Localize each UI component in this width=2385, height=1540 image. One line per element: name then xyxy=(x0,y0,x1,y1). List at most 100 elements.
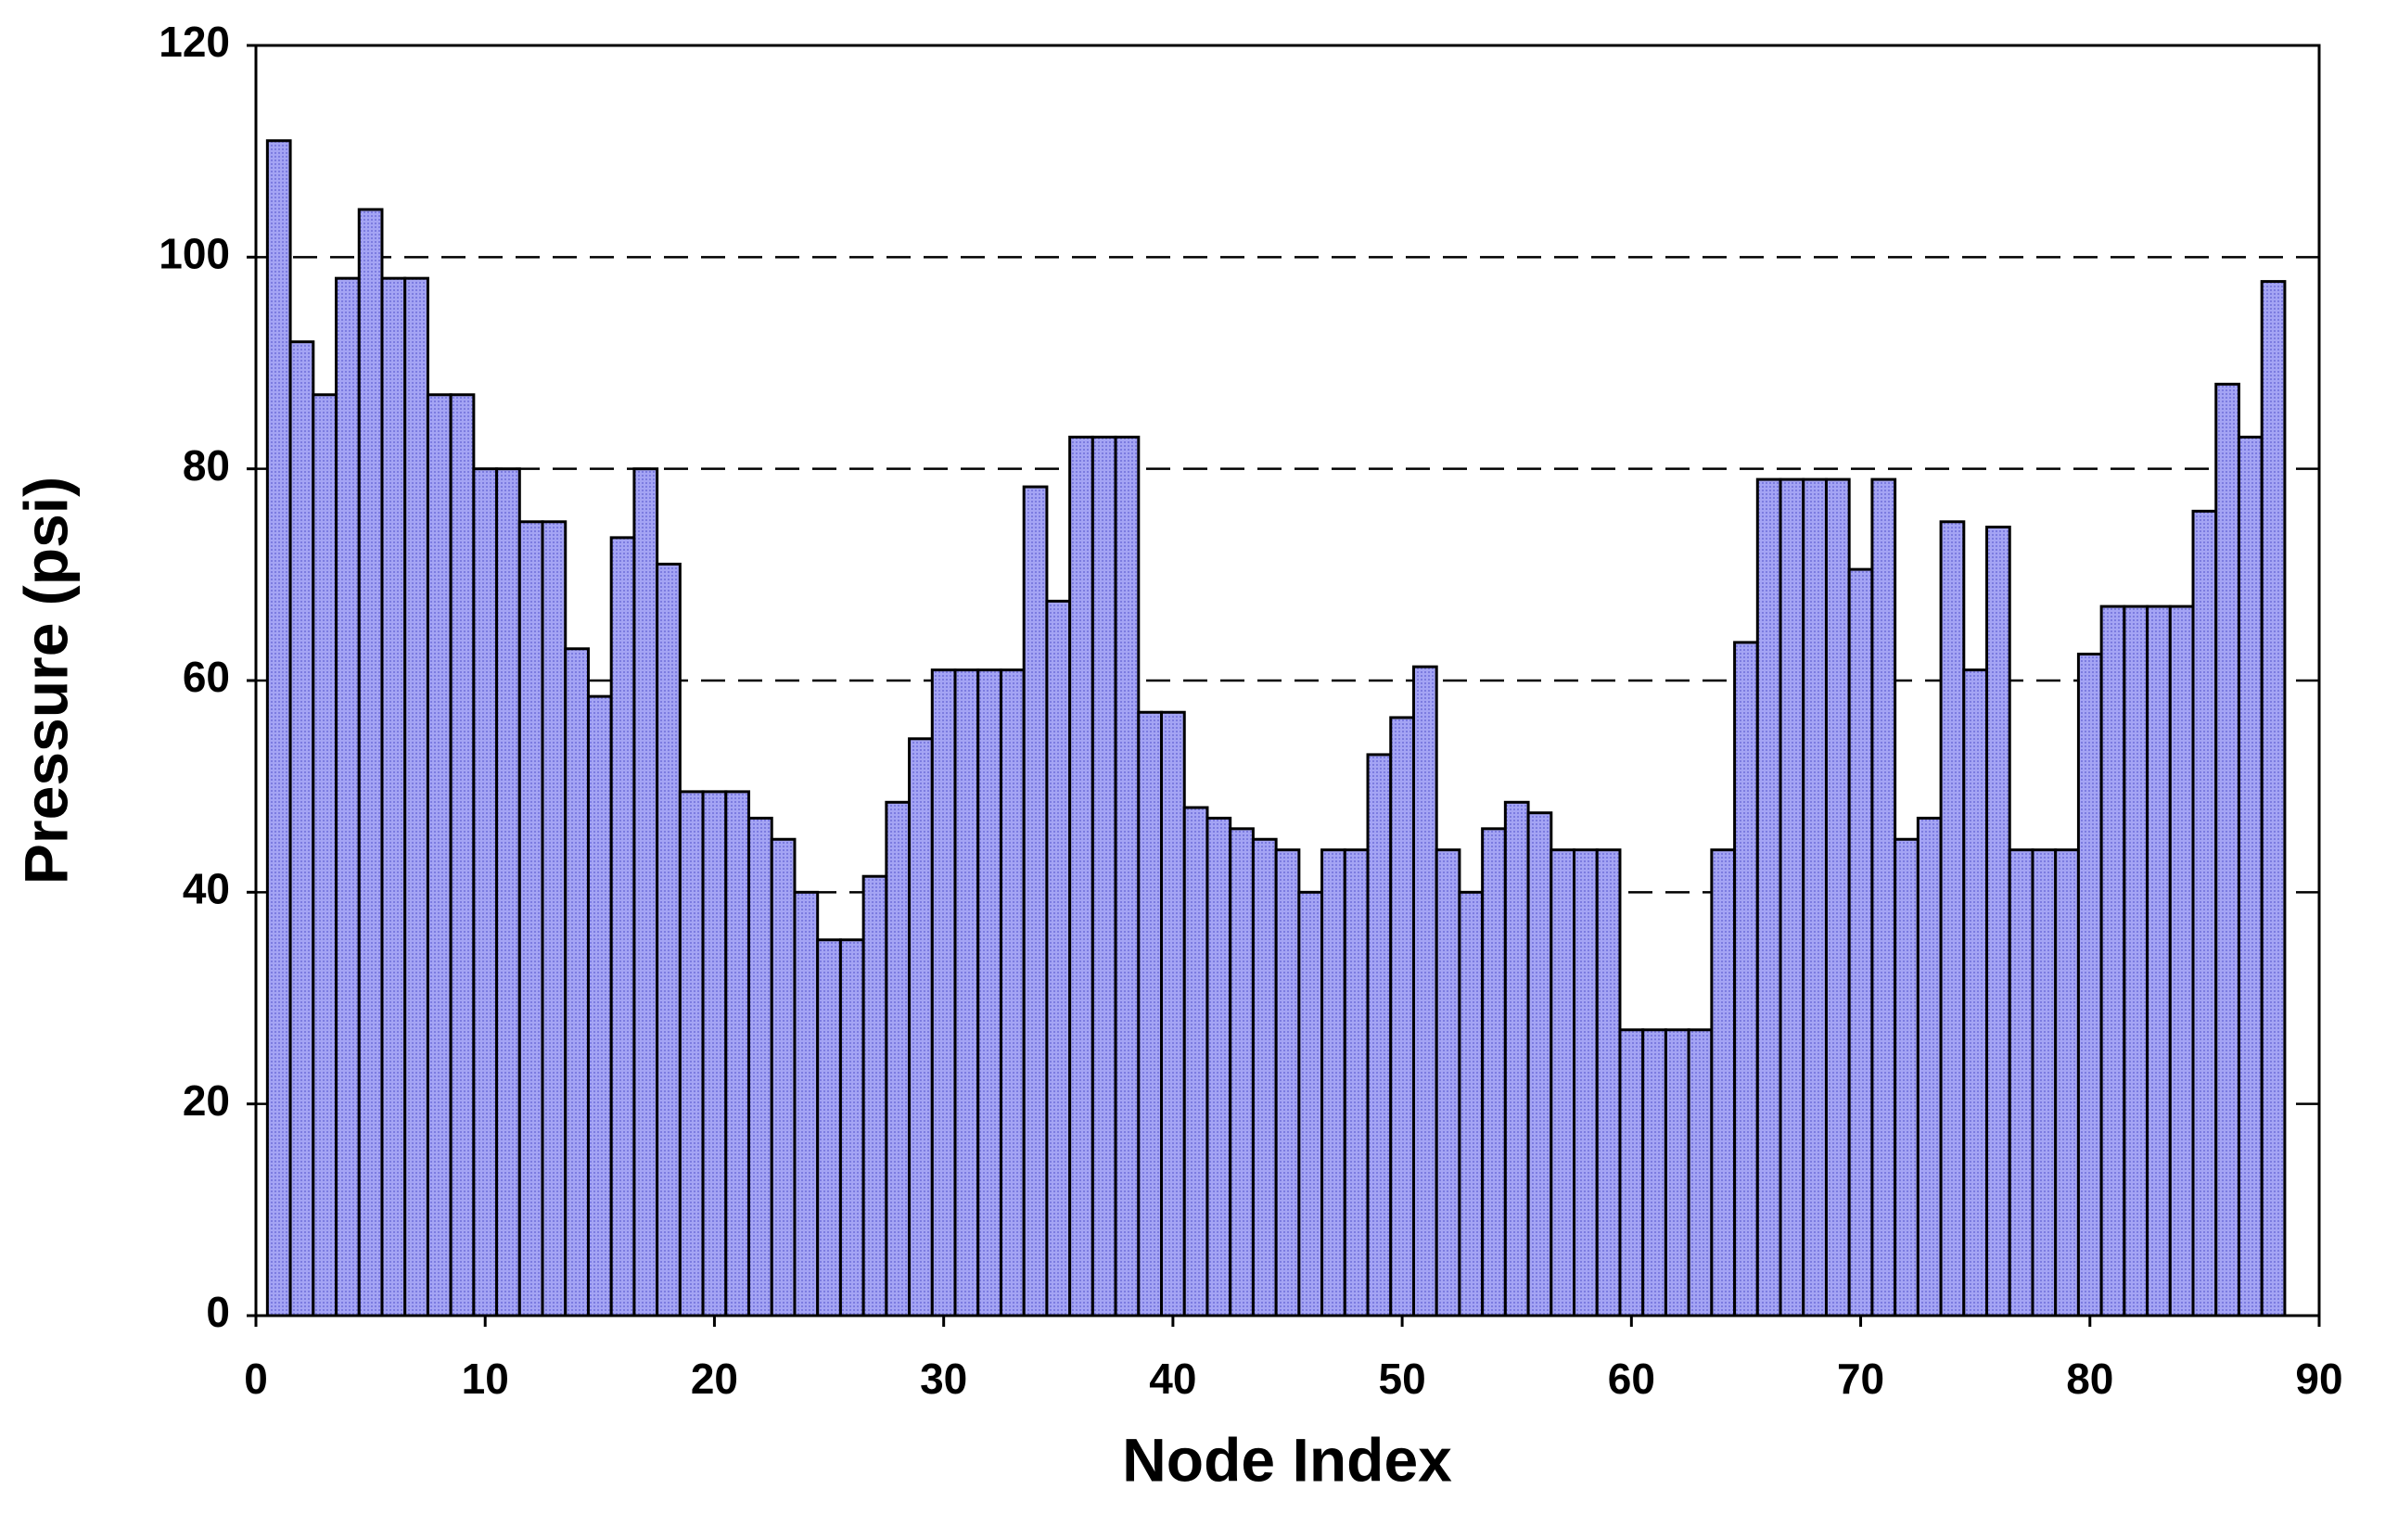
y-tick-label: 60 xyxy=(183,653,230,701)
bar xyxy=(908,737,934,1317)
y-tick-label: 0 xyxy=(206,1288,230,1336)
bar xyxy=(2168,605,2195,1317)
plot-frame xyxy=(254,44,2321,1317)
bar xyxy=(2054,848,2080,1317)
bar xyxy=(1114,435,1141,1317)
bar xyxy=(586,694,613,1317)
bar xyxy=(1573,848,1599,1317)
bar xyxy=(1022,485,1049,1317)
bar xyxy=(2031,848,2058,1317)
bar xyxy=(2237,435,2264,1317)
bar xyxy=(1916,816,1943,1317)
bar xyxy=(1618,1028,1645,1317)
bar xyxy=(2191,509,2218,1317)
bar xyxy=(1595,848,1622,1317)
bar xyxy=(564,647,590,1317)
bar xyxy=(1733,641,1759,1317)
bar xyxy=(357,208,384,1317)
bar xyxy=(2123,605,2149,1317)
x-tick-label: 40 xyxy=(1149,1355,1196,1403)
bar xyxy=(953,668,980,1317)
bar xyxy=(472,467,499,1317)
bar xyxy=(770,837,797,1317)
x-tick-label: 90 xyxy=(2295,1355,2342,1403)
bar xyxy=(1389,716,1415,1317)
bar xyxy=(1664,1028,1690,1317)
bar xyxy=(1343,848,1370,1317)
y-tick-label: 100 xyxy=(159,229,230,277)
x-tick-label: 70 xyxy=(1837,1355,1884,1403)
bar xyxy=(1939,520,1966,1317)
bar xyxy=(816,938,842,1317)
bar xyxy=(861,874,888,1317)
bar xyxy=(1045,599,1072,1317)
bar xyxy=(1160,710,1186,1317)
bar xyxy=(541,520,568,1317)
bar xyxy=(1755,477,1782,1317)
bar xyxy=(793,890,820,1317)
bar xyxy=(1526,811,1553,1317)
bar xyxy=(656,562,682,1317)
bar xyxy=(724,790,751,1317)
bar xyxy=(2214,382,2240,1317)
bar xyxy=(335,276,361,1317)
bar xyxy=(838,938,865,1317)
bar xyxy=(517,520,544,1317)
bar xyxy=(1090,435,1117,1317)
bar xyxy=(1870,477,1897,1317)
bar xyxy=(2260,280,2287,1317)
bar xyxy=(1137,710,1164,1317)
bar xyxy=(1068,435,1094,1317)
bar xyxy=(2008,848,2034,1317)
bar xyxy=(1274,848,1301,1317)
bar xyxy=(1251,837,1278,1317)
bar xyxy=(1550,848,1576,1317)
y-tick-label: 80 xyxy=(183,441,230,490)
y-tick-label: 40 xyxy=(183,864,230,912)
bar xyxy=(1779,477,1805,1317)
bar xyxy=(380,276,407,1317)
bar xyxy=(1641,1028,1667,1317)
bar xyxy=(1320,848,1346,1317)
bar xyxy=(2146,605,2172,1317)
y-tick-label: 120 xyxy=(159,18,230,66)
bar xyxy=(930,668,957,1317)
bar xyxy=(1985,525,2011,1317)
bar xyxy=(609,536,636,1317)
bar xyxy=(1824,477,1851,1317)
bar xyxy=(288,340,315,1317)
y-tick-label: 20 xyxy=(183,1076,230,1125)
bar xyxy=(1182,806,1209,1317)
bar xyxy=(495,467,521,1317)
x-axis-title: Node Index xyxy=(1122,1425,1452,1494)
x-tick-label: 0 xyxy=(244,1355,268,1403)
bar xyxy=(632,467,659,1317)
bar xyxy=(449,393,476,1317)
bar xyxy=(999,668,1026,1317)
bar xyxy=(1411,665,1438,1317)
x-tick-label: 50 xyxy=(1379,1355,1426,1403)
bar xyxy=(1435,848,1461,1317)
bar xyxy=(1687,1028,1714,1317)
bar xyxy=(1503,800,1530,1317)
bar xyxy=(1229,827,1255,1317)
axes: 0 20 40 60 80 100 120 0 10 20 30 40 50 60 70 80 90 xyxy=(159,18,2342,1403)
bar xyxy=(312,393,338,1317)
bar xyxy=(1847,567,1874,1317)
bars xyxy=(265,139,2287,1317)
bar xyxy=(1458,890,1485,1317)
bar xyxy=(1962,668,1989,1317)
x-tick-label: 20 xyxy=(691,1355,738,1403)
bar xyxy=(1894,837,1919,1317)
bar xyxy=(265,139,292,1317)
bar xyxy=(403,276,429,1317)
bar xyxy=(747,816,773,1317)
x-tick-label: 80 xyxy=(2066,1355,2113,1403)
bar xyxy=(701,790,728,1317)
y-axis-title: Pressure (psi) xyxy=(11,477,80,885)
bar xyxy=(976,668,1002,1317)
bar xyxy=(1802,477,1828,1317)
bar xyxy=(1205,816,1232,1317)
bar xyxy=(885,800,912,1317)
